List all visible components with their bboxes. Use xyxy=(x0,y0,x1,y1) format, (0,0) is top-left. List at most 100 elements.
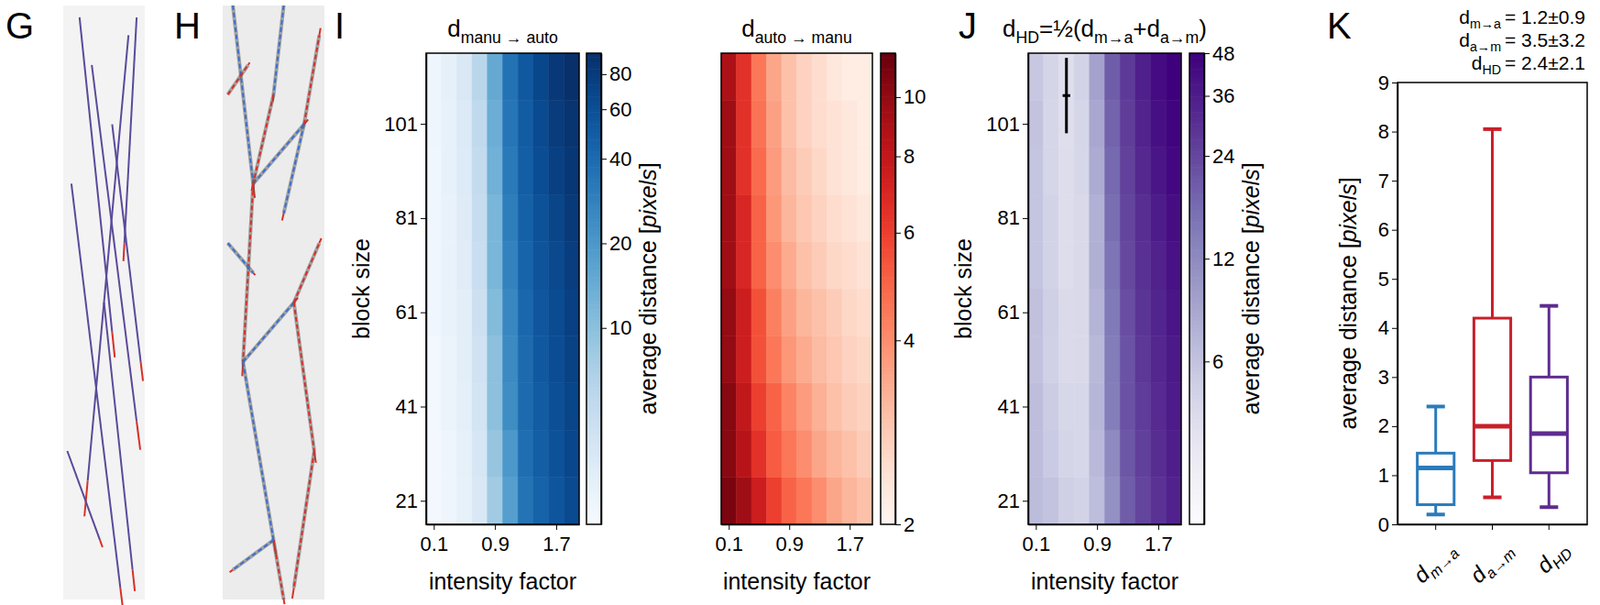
colorbar-band xyxy=(586,252,602,258)
heat-cell xyxy=(721,194,737,242)
colorbar-band xyxy=(880,218,896,223)
filament xyxy=(232,539,274,570)
text-part: a→m xyxy=(1481,544,1519,581)
colorbar-band xyxy=(1189,457,1205,462)
heat-cell xyxy=(487,335,504,383)
colorbar-band xyxy=(586,194,602,199)
colorbar-band xyxy=(880,496,896,502)
colorbar-band xyxy=(880,194,896,199)
colorbar-band xyxy=(880,104,896,110)
text-part: HD xyxy=(1548,544,1577,572)
heat-cell xyxy=(471,99,488,147)
colorbar-band xyxy=(1189,194,1205,199)
heat-cell xyxy=(1089,99,1106,147)
text-part: =½(d xyxy=(1039,14,1095,43)
colorbar-band xyxy=(586,390,602,395)
heat-cell xyxy=(1105,335,1121,383)
colorbar-band xyxy=(586,209,602,215)
heat-cell xyxy=(1150,99,1167,147)
colorbar xyxy=(586,53,602,526)
colorbar-band xyxy=(586,429,602,435)
colorbar-band xyxy=(880,221,896,227)
colorbar-band xyxy=(586,362,602,368)
heat-cell xyxy=(441,194,458,242)
tick-label: 4 xyxy=(903,328,915,352)
heat-cell xyxy=(1105,383,1121,430)
figure: GHI0.10.91.721416181101dmanu → autointen… xyxy=(0,0,1600,605)
heat-cell xyxy=(1119,477,1136,525)
tick: 0.1 xyxy=(420,524,450,556)
heat-cell xyxy=(797,53,813,100)
colorbar-band xyxy=(880,76,896,82)
tick: 6 xyxy=(1204,350,1224,373)
heat-cell xyxy=(767,335,783,383)
heat-cell xyxy=(426,429,442,477)
heat-cell xyxy=(1135,241,1151,289)
colorbar-band xyxy=(1189,398,1205,404)
colorbar-band xyxy=(1189,512,1205,517)
colorbar-band xyxy=(1189,88,1205,94)
colorbar-band xyxy=(1189,367,1205,373)
colorbar-band xyxy=(586,104,602,110)
trace-tip xyxy=(132,569,135,592)
heat-cell xyxy=(1043,335,1060,383)
annotation: dm→a = 1.2±0.9 xyxy=(1458,6,1586,32)
heat-cell xyxy=(1105,194,1121,242)
tick: 2 xyxy=(895,513,915,537)
colorbar-band xyxy=(1189,394,1205,400)
colorbar-band xyxy=(586,296,602,302)
colorbar-band xyxy=(880,269,896,274)
tick-mark xyxy=(1391,131,1398,133)
heat-cell xyxy=(426,477,442,525)
heat-cell xyxy=(1028,99,1044,147)
tick-mark xyxy=(601,109,607,110)
heat-cell xyxy=(426,241,442,289)
colorbar-band xyxy=(880,108,896,113)
colorbar-band xyxy=(586,269,602,274)
heat-cell xyxy=(1089,53,1106,100)
colorbar-band xyxy=(1189,386,1205,392)
heat-cell xyxy=(811,429,828,477)
tick-label: 6 xyxy=(1212,350,1224,373)
heat-cell xyxy=(1119,99,1136,147)
colorbar-band xyxy=(880,469,896,474)
tick-label: 2 xyxy=(903,513,915,537)
colorbar-band xyxy=(586,460,602,466)
heat-cell xyxy=(456,383,472,430)
heat-cell xyxy=(736,477,753,525)
colorbar-band xyxy=(586,324,602,329)
axis: 21416181101 xyxy=(383,54,427,526)
heat-cell xyxy=(456,477,472,525)
tick-label: 1 xyxy=(1378,463,1390,487)
colorbar-band xyxy=(586,316,602,321)
colorbar-band xyxy=(880,328,896,333)
text-part: = 2.4±2.1 xyxy=(1504,52,1586,74)
colorbar-band xyxy=(586,245,602,251)
colorbar-band xyxy=(880,171,896,176)
heat-cell xyxy=(751,477,768,525)
plot-frame xyxy=(426,53,580,525)
trace xyxy=(66,450,100,540)
colorbar-band xyxy=(586,351,602,357)
colorbar-band xyxy=(1189,429,1205,435)
text-part: average distance xyxy=(635,233,661,415)
heat-cell xyxy=(1119,53,1136,100)
text-part: m→a xyxy=(1424,544,1462,581)
colorbar-band xyxy=(586,488,602,494)
tick: 20 xyxy=(601,231,632,255)
heat-cell xyxy=(1058,241,1074,289)
heat-cell xyxy=(563,288,580,336)
heat-cell xyxy=(827,429,844,477)
heat-cell xyxy=(827,53,844,100)
median xyxy=(1473,423,1511,428)
heat-cell xyxy=(751,53,768,100)
heat-cell xyxy=(1150,429,1167,477)
colorbar-band xyxy=(1189,414,1205,419)
colorbar-band xyxy=(586,202,602,208)
heat-cell xyxy=(751,288,768,336)
colorbar-band xyxy=(1189,410,1205,416)
heatmap xyxy=(426,53,580,525)
tick: 0.9 xyxy=(775,524,804,556)
heat-cell xyxy=(456,241,472,289)
colorbar-band xyxy=(880,441,896,447)
